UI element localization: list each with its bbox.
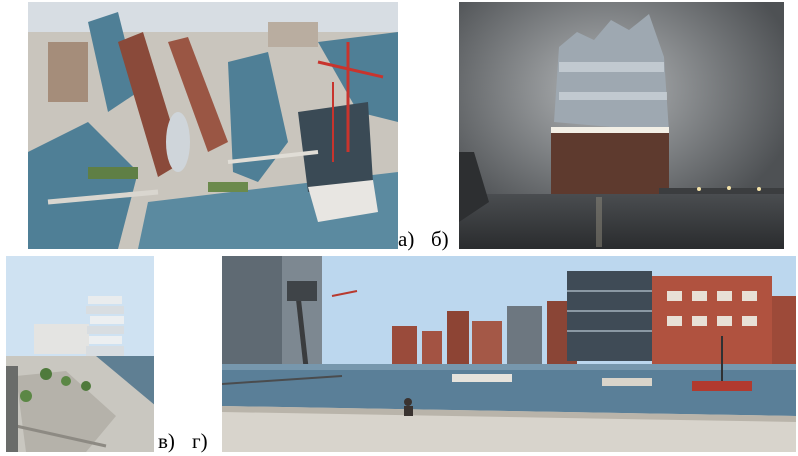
photo-aerial-harbor xyxy=(28,2,398,249)
caption-v: в) xyxy=(158,429,175,453)
caption-b: б) xyxy=(431,227,449,251)
photo-canal-panorama xyxy=(222,256,796,452)
caption-a: а) xyxy=(398,227,415,251)
photo-modern-tower-waterfront xyxy=(6,256,154,452)
photo-concert-hall-night xyxy=(459,2,784,249)
caption-g: г) xyxy=(192,429,208,453)
